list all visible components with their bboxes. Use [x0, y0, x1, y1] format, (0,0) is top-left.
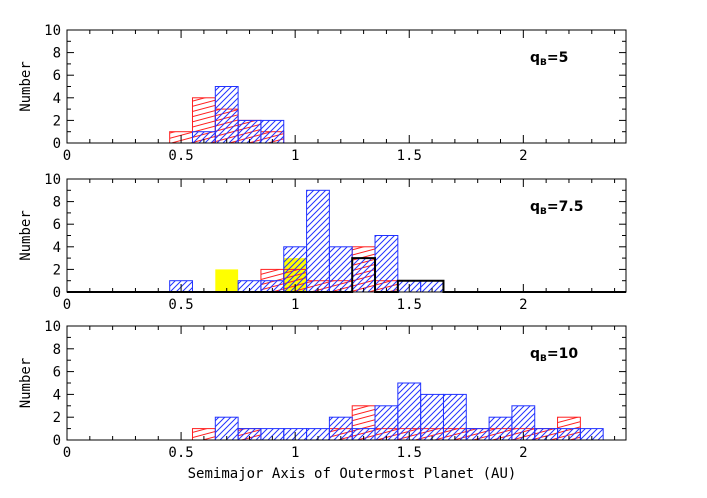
x-tick-label: 0 — [63, 148, 71, 164]
panel-1: 0 2 4 6 8 10 0 0.5 1 1.5 2 Number qB=5 — [18, 23, 627, 164]
y-tick-label: 0 — [53, 136, 61, 152]
y-tick-label: 10 — [44, 23, 61, 39]
bar — [215, 269, 239, 292]
y-tick-label: 8 — [53, 342, 61, 358]
x-tick-label: 2 — [519, 445, 527, 461]
y-tick-label: 2 — [53, 262, 61, 278]
panel-3: 0 2 4 6 8 10 0 0.5 1 1.5 2 Number qB=10 — [18, 319, 627, 461]
y-axis-label: Number — [18, 210, 34, 261]
x-tick-label: 0 — [63, 297, 71, 313]
plot-frame — [66, 29, 627, 144]
x-tick-label: 2 — [519, 297, 527, 313]
y-tick-label: 8 — [53, 195, 61, 211]
x-tick-label: 0.5 — [168, 297, 193, 313]
panel-annotation: qB=5 — [530, 50, 568, 68]
series-blue-hatched — [169, 189, 444, 293]
x-tick-label: 1 — [291, 445, 299, 461]
x-axis-label: Semimajor Axis of Outermost Planet (AU) — [188, 466, 517, 482]
bar — [328, 246, 353, 293]
x-tick-label: 1 — [291, 148, 299, 164]
bar — [351, 257, 376, 293]
x-tick-label: 0 — [63, 445, 71, 461]
x-tick-label: 1 — [291, 297, 299, 313]
y-tick-label: 2 — [53, 410, 61, 426]
x-tick-label: 1.5 — [397, 445, 422, 461]
y-tick-label: 6 — [53, 68, 61, 84]
bar — [397, 382, 422, 441]
x-tick-label: 1.5 — [397, 297, 422, 313]
y-tick-label: 6 — [53, 217, 61, 233]
x-tick-label: 0.5 — [168, 445, 193, 461]
y-tick-label: 8 — [53, 46, 61, 62]
y-tick-label: 0 — [53, 433, 61, 449]
y-tick-label: 2 — [53, 113, 61, 129]
y-tick-label: 10 — [44, 319, 61, 335]
y-axis-label: Number — [18, 61, 34, 112]
bar — [374, 235, 399, 293]
y-tick-label: 0 — [53, 285, 61, 301]
y-axis-label: Number — [18, 358, 34, 409]
panel-annotation: qB=10 — [530, 346, 578, 364]
x-tick-label: 0.5 — [168, 148, 193, 164]
x-tick-label: 1.5 — [397, 148, 422, 164]
x-tick-label: 2 — [519, 148, 527, 164]
bar — [442, 393, 467, 441]
y-tick-label: 4 — [53, 387, 61, 403]
panel-annotation: qB=7.5 — [530, 199, 583, 217]
bar — [214, 86, 239, 144]
y-tick-label: 10 — [44, 172, 61, 188]
bar — [420, 393, 444, 441]
y-tick-label: 4 — [53, 240, 61, 256]
y-tick-label: 4 — [53, 91, 61, 107]
y-tick-label: 6 — [53, 365, 61, 381]
panel-2: 0 2 4 6 8 10 0 0.5 1 1.5 2 Number qB=7.5 — [18, 172, 627, 313]
bar — [306, 189, 330, 293]
bar — [374, 405, 399, 441]
series-blue-hatched — [214, 382, 604, 441]
